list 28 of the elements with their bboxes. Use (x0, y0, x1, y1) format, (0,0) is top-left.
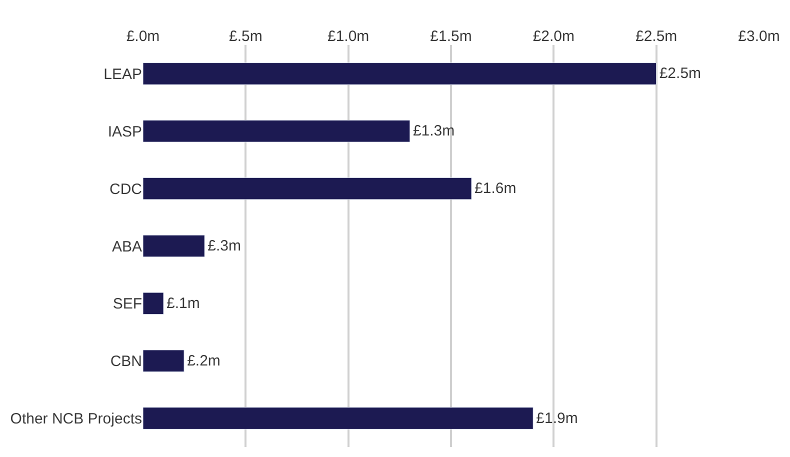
y-tick-label: ABA (112, 238, 142, 256)
x-tick-label: £1.0m (327, 28, 370, 45)
bar (143, 177, 472, 200)
y-tick-label: SEF (112, 296, 142, 313)
y-tick-label: CDC (110, 180, 142, 198)
y-tick-label: IASP (108, 123, 142, 140)
bar (143, 62, 657, 85)
data-label: £.2m (187, 352, 220, 370)
bar (143, 292, 164, 315)
bar (143, 120, 410, 142)
x-tick-label: £2.0m (532, 28, 575, 45)
bar (143, 407, 534, 430)
data-label: £1.6m (474, 180, 516, 198)
data-label: £.3m (208, 238, 241, 254)
x-tick-label: £2.5m (635, 28, 678, 45)
x-tick-label: £.0m (126, 28, 160, 45)
y-tick-label: CBN (110, 353, 142, 370)
x-tick-label: £.5m (228, 28, 262, 45)
bar (143, 350, 184, 372)
x-tick-label: £1.5m (430, 28, 472, 45)
y-tick-label: Other NCB Projects (10, 410, 142, 428)
data-label: £1.9m (536, 410, 578, 427)
bar (143, 234, 205, 258)
x-tick-label: £3.0m (738, 28, 780, 45)
data-label: £2.5m (659, 65, 702, 82)
data-label: £.1m (166, 294, 200, 312)
y-tick-label: LEAP (104, 66, 142, 83)
data-label: £1.3m (412, 122, 455, 140)
